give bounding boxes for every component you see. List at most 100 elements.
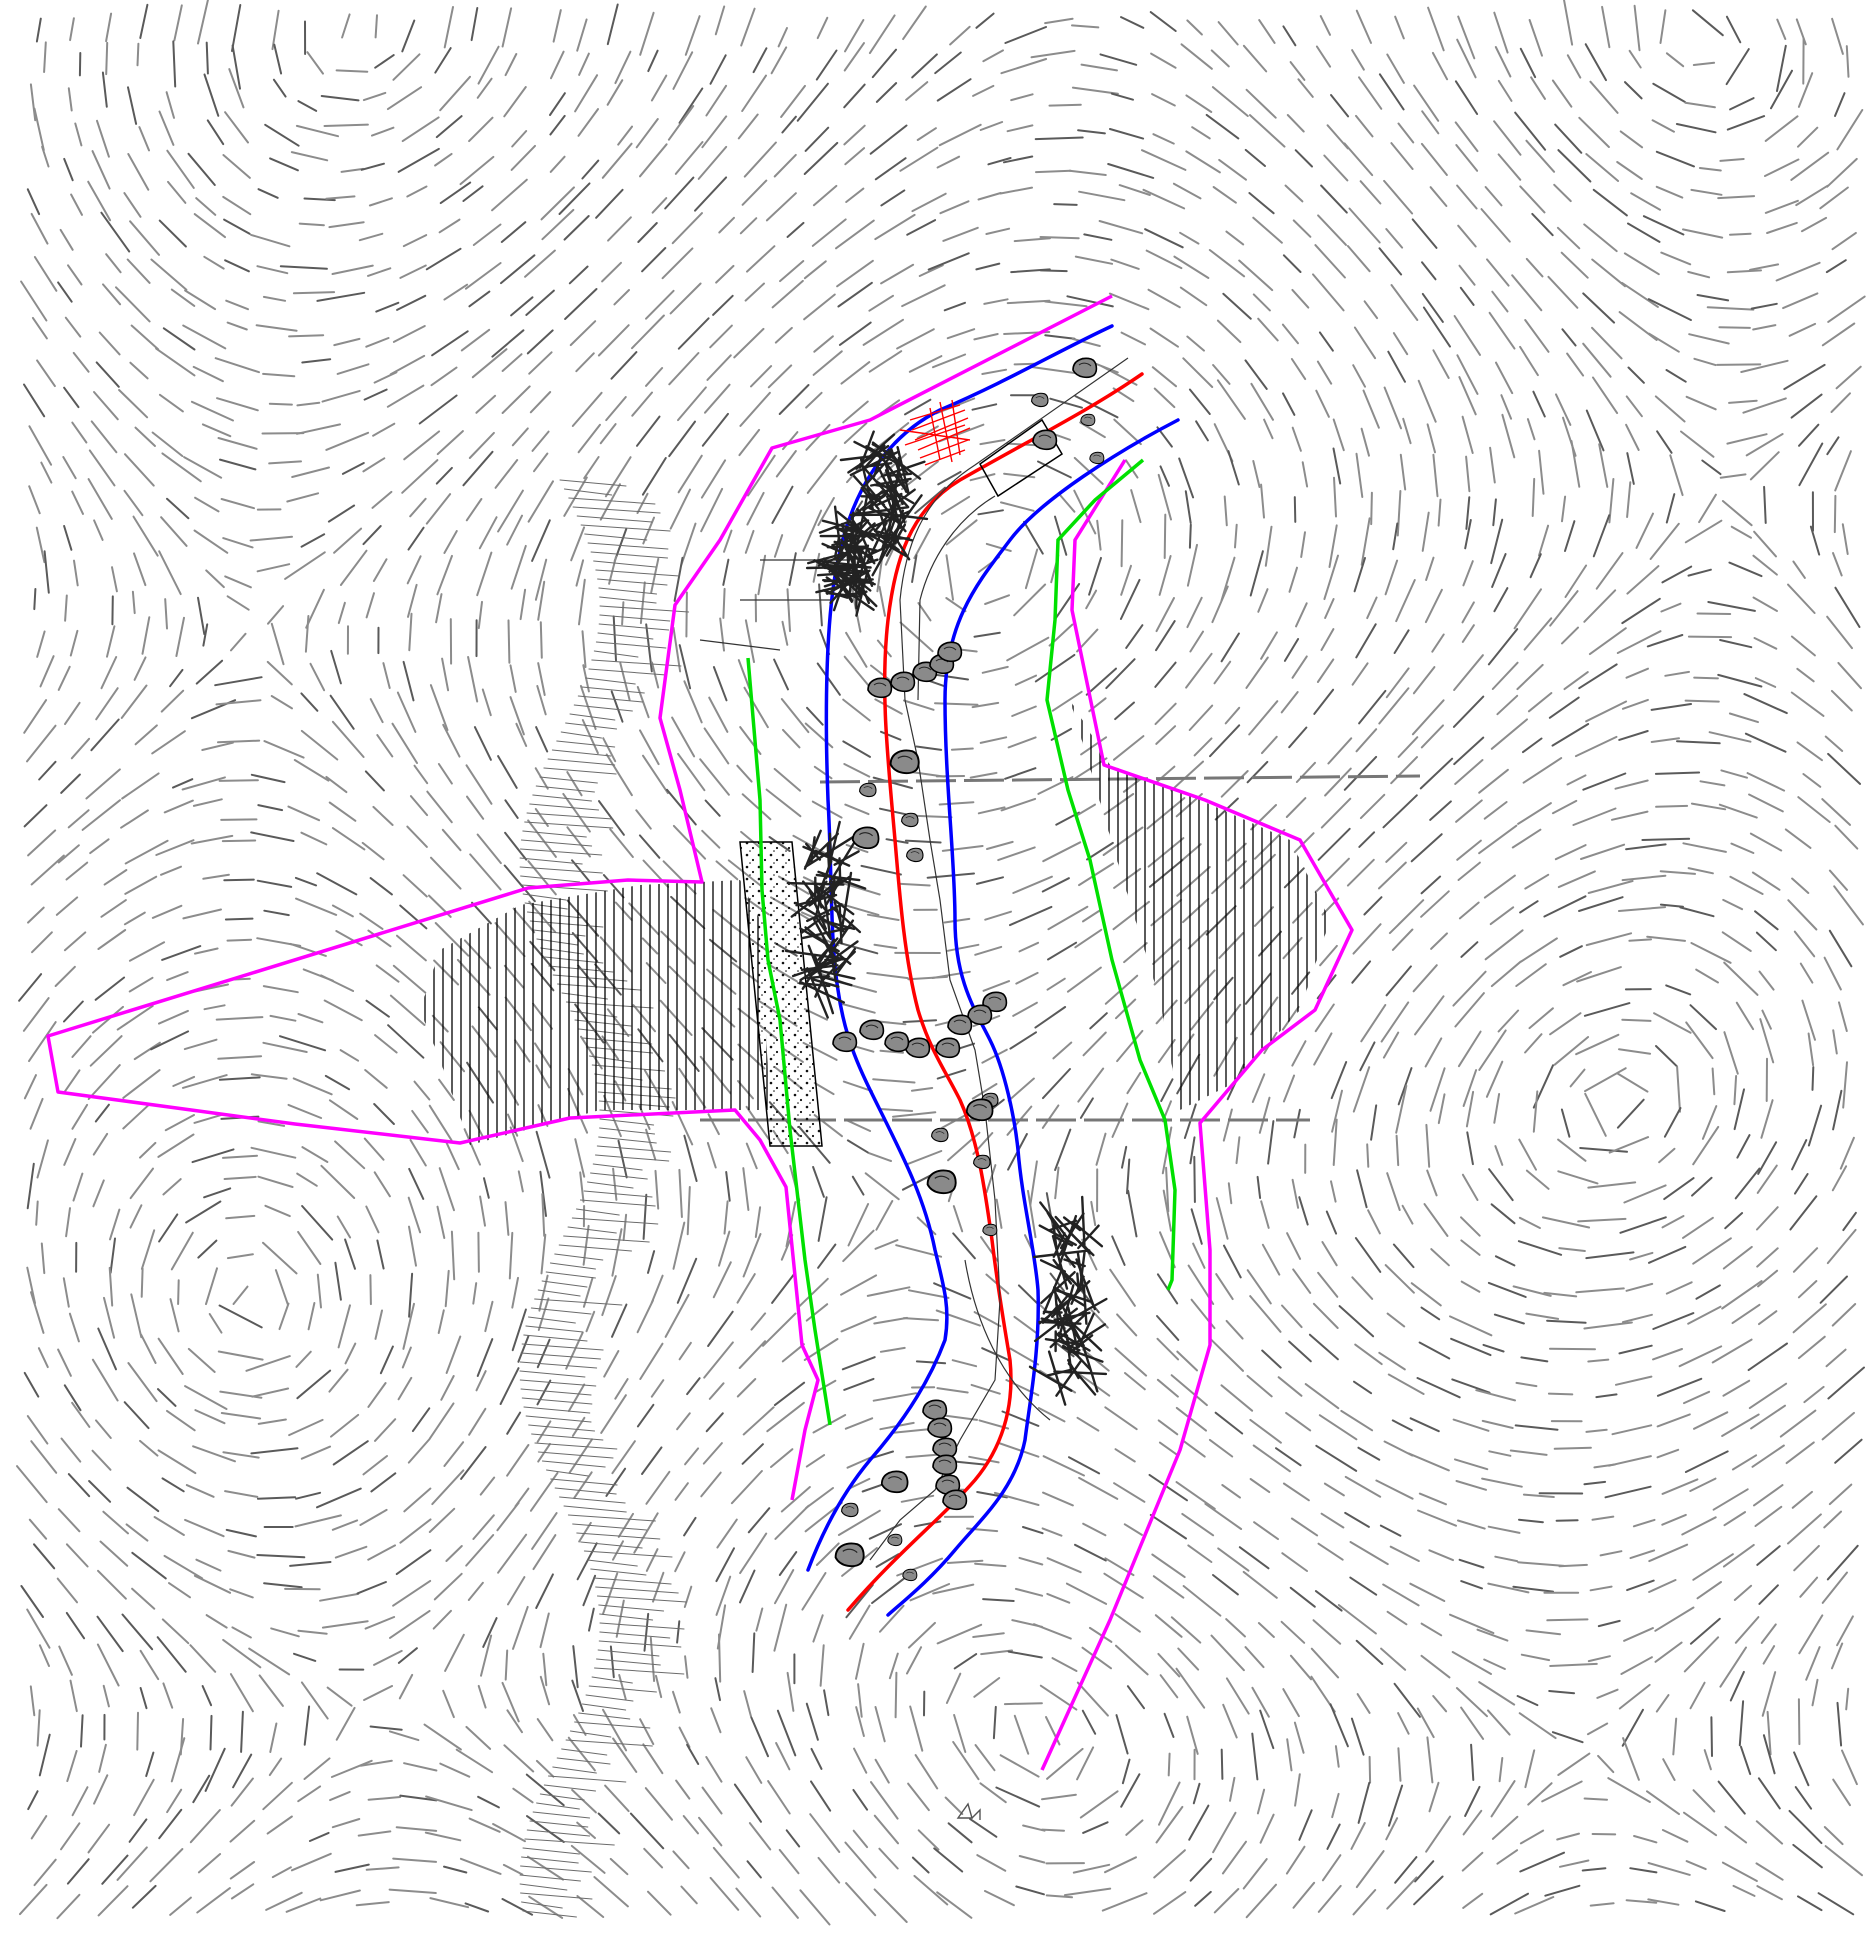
- contour-dash: [1842, 1061, 1848, 1109]
- contour-dash: [1041, 1793, 1077, 1801]
- contour-dash: [1556, 1832, 1580, 1841]
- contour-dash: [569, 320, 597, 347]
- contour-dash: [1458, 901, 1480, 920]
- contour-dash: [533, 452, 549, 473]
- contour-dash: [382, 662, 391, 689]
- contour-dash: [288, 1418, 324, 1437]
- contour-dash: [1320, 1512, 1345, 1529]
- contour-dash: [1514, 1424, 1559, 1431]
- contour-dash: [172, 40, 177, 88]
- contour-dash: [1295, 602, 1308, 628]
- boulder-icon: [905, 1037, 931, 1059]
- contour-dash: [1452, 695, 1485, 728]
- slope-hatch: [527, 1316, 576, 1324]
- log-jam-icon: [858, 544, 870, 578]
- contour-dash: [755, 1607, 764, 1632]
- log-jam-icon: [896, 446, 910, 494]
- contour-dash: [1496, 694, 1519, 716]
- contour-dash: [718, 216, 735, 234]
- contour-dash: [1560, 1108, 1571, 1138]
- slope-hatch: [579, 1199, 656, 1207]
- contour-dash: [339, 549, 368, 586]
- contour-dash: [1120, 16, 1145, 29]
- contour-dash: [1491, 661, 1519, 690]
- contour-dash: [562, 792, 591, 833]
- log-jam-icon: [833, 536, 841, 558]
- contour-dash: [575, 352, 595, 373]
- contour-dash: [373, 1649, 403, 1666]
- contour-dash: [1751, 1444, 1785, 1468]
- contour-dash: [1213, 1888, 1240, 1914]
- contour-dash: [683, 1585, 693, 1608]
- contour-dash: [1157, 473, 1172, 521]
- contour-dash: [1246, 1374, 1273, 1398]
- contour-dash: [1589, 80, 1619, 114]
- contour-dash: [1721, 1280, 1763, 1310]
- contour-dash: [69, 17, 75, 42]
- contour-dash: [1170, 760, 1204, 792]
- project-boundary-west: [46, 294, 1113, 1501]
- contour-dash: [1462, 1892, 1484, 1909]
- contour-dash: [316, 1273, 322, 1309]
- contour-dash: [1530, 76, 1546, 100]
- contour-dash: [1654, 1641, 1683, 1663]
- contour-dash: [1046, 1747, 1084, 1780]
- contour-dash: [706, 354, 732, 381]
- contour-dash: [1220, 1748, 1224, 1780]
- contour-dash: [1790, 635, 1816, 657]
- slope-hatch: [541, 1460, 606, 1468]
- contour-dash: [103, 869, 128, 886]
- log-jam-icon: [814, 980, 823, 998]
- contour-dash: [744, 282, 765, 302]
- contour-dash: [552, 9, 562, 43]
- contour-dash: [1455, 799, 1483, 823]
- contour-dash: [1044, 300, 1088, 308]
- contour-dash: [406, 825, 428, 848]
- contour-dash: [1188, 388, 1211, 415]
- contour-dash: [473, 726, 492, 761]
- contour-dash: [686, 1186, 691, 1236]
- contour-dash: [101, 71, 108, 108]
- contour-dash: [365, 592, 375, 619]
- contour-dash: [1051, 690, 1083, 712]
- contour-dash: [1193, 1155, 1196, 1203]
- contour-dash: [150, 1030, 190, 1051]
- contour-dash: [87, 1823, 111, 1854]
- contour-dash: [705, 1756, 723, 1783]
- contour-dash: [1013, 1714, 1030, 1755]
- contour-dash: [650, 1379, 665, 1398]
- contour-dash: [1831, 1303, 1857, 1327]
- log-jam-icon: [838, 857, 842, 883]
- contour-dash: [226, 595, 250, 611]
- contour-dash: [939, 1414, 978, 1421]
- log-jam-icon: [833, 505, 842, 555]
- contour-dash: [765, 788, 802, 818]
- contour-dash: [1018, 1556, 1044, 1566]
- contour-dash: [1189, 630, 1204, 653]
- contour-dash: [293, 1652, 317, 1662]
- contour-dash: [356, 1581, 387, 1595]
- contour-dash: [437, 763, 453, 785]
- contour-dash: [765, 192, 797, 222]
- log-jam-icon: [879, 512, 888, 535]
- contour-dash: [904, 839, 942, 844]
- contour-dash: [873, 1814, 899, 1845]
- contour-dash: [672, 626, 682, 673]
- contour-dash: [612, 1737, 638, 1773]
- contour-dash: [578, 52, 590, 76]
- contour-dash: [1429, 186, 1448, 207]
- contour-dash: [100, 899, 127, 918]
- contour-dash: [1257, 1622, 1275, 1638]
- contour-dash: [1629, 1867, 1658, 1874]
- contour-dash: [1234, 523, 1238, 549]
- contour-dash: [295, 1350, 312, 1368]
- contour-dash: [945, 519, 978, 546]
- contour-dash: [1642, 215, 1685, 236]
- contour-dash: [1291, 1178, 1300, 1209]
- contour-dash: [401, 116, 440, 143]
- contour-dash: [1392, 1243, 1415, 1269]
- contour-dash: [1585, 700, 1628, 723]
- contour-dash: [40, 461, 53, 484]
- contour-dash: [985, 227, 1011, 235]
- contour-dash: [1792, 1247, 1819, 1273]
